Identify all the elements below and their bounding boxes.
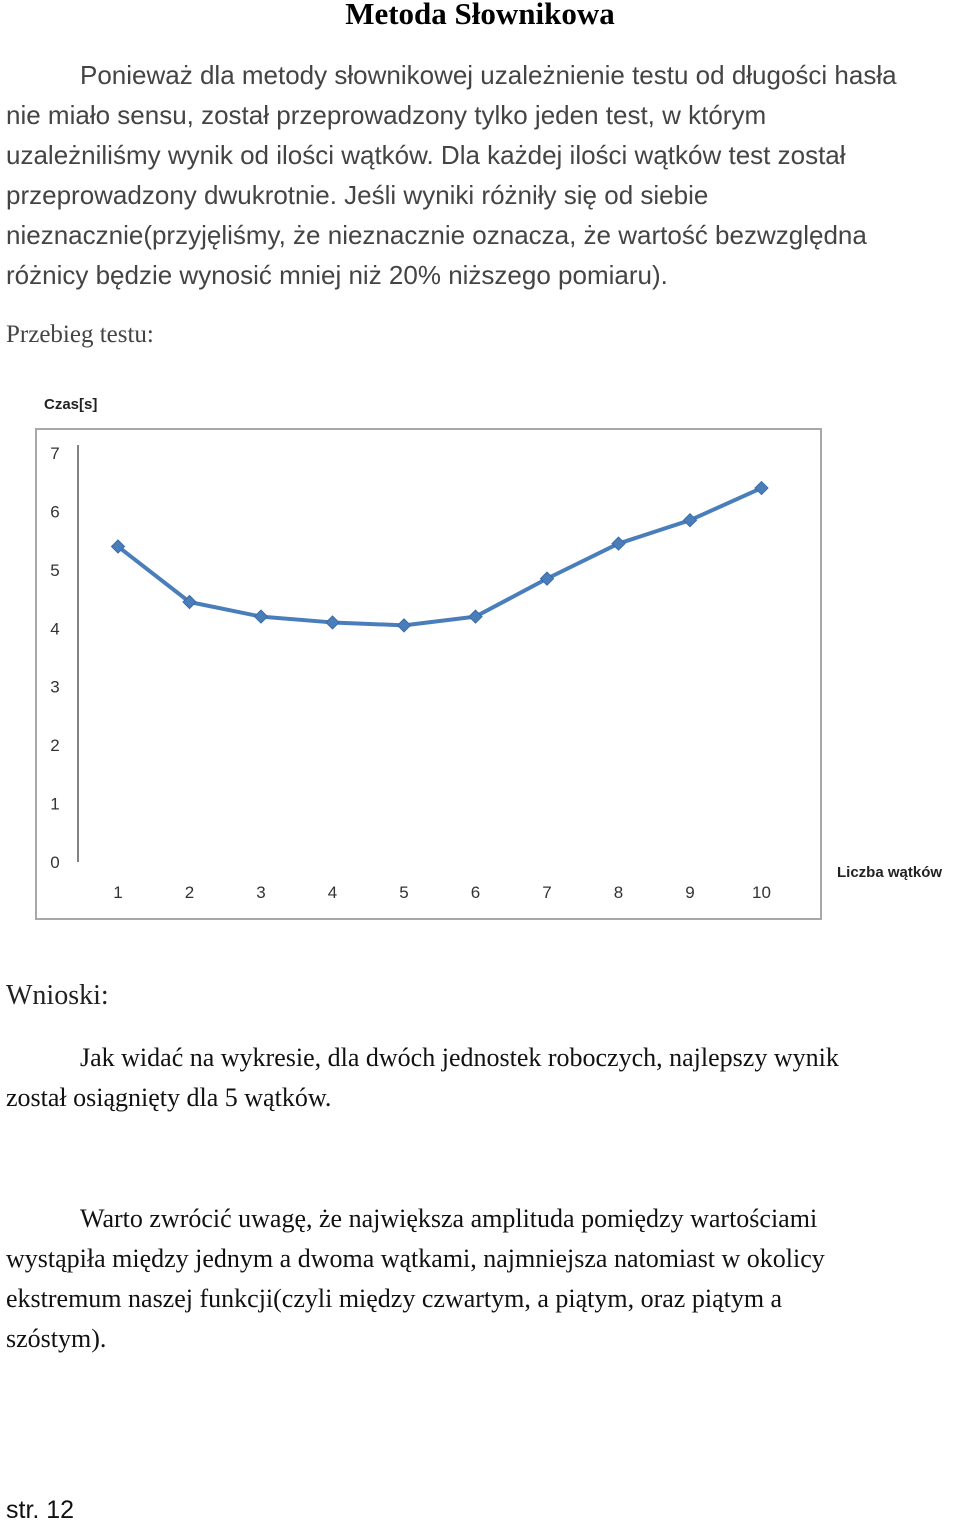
y-axis-label: Czas[s] [44,396,97,413]
page-title: Metoda Słownikowa [345,0,615,31]
x-tick-label: 2 [185,883,194,902]
x-tick-label: 6 [471,883,480,902]
data-point-marker [253,609,269,624]
data-point-marker [110,539,126,554]
section-heading-wnioski: Wnioski: [6,980,109,1011]
x-tick-label: 1 [113,883,122,902]
data-point-marker [682,512,698,528]
y-tick-label: 7 [50,444,59,463]
data-point-marker [325,615,340,630]
conclusion-line: szóstym). [6,1324,107,1353]
line-chart: Czas[s] 0 1 2 3 4 5 6 7 1 2 3 4 5 6 7 8 9 10 Liczba wątk… [35,396,942,920]
data-point-marker [396,618,412,633]
conclusion-line: wystąpiła między jednym a dwoma wątkami,… [6,1244,825,1273]
intro-paragraph: Ponieważ dla metody słownikowej uzależni… [6,55,951,295]
x-tick-label: 4 [328,883,337,902]
conclusion-line: Warto zwrócić uwagę, że największa ampli… [80,1204,818,1233]
conclusion-paragraph-1: Jak widać na wykresie, dla dwóch jednost… [6,1038,951,1118]
x-tick-label: 5 [399,883,408,902]
page-number: str. 12 [6,1496,75,1524]
y-tick-label: 6 [50,502,59,521]
section-heading-przebieg: Przebieg testu: [6,321,154,348]
x-tick-label: 8 [614,883,623,902]
intro-line: uzależniliśmy wynik od ilości wątków. Dl… [6,140,846,170]
conclusion-line: Jak widać na wykresie, dla dwóch jednost… [80,1043,839,1072]
intro-line: nieznacznie(przyjęliśmy, że nieznacznie … [6,220,867,250]
x-tick-label: 3 [256,883,265,902]
data-point-marker [611,536,626,551]
series-line [116,486,763,628]
x-tick-label: 9 [685,883,694,902]
x-tick-label: 10 [752,883,771,902]
data-point-marker [754,480,769,496]
y-tick-label: 0 [50,853,59,872]
x-axis-label: Liczba wątków [837,864,942,881]
intro-line: różnicy będzie wynosić mniej niż 20% niż… [6,260,668,290]
y-tick-label: 2 [50,736,59,755]
y-tick-label: 4 [50,619,59,638]
conclusion-paragraph-2: Warto zwrócić uwagę, że największa ampli… [6,1199,951,1359]
y-tick-label: 3 [50,678,59,697]
y-tick-labels: 0 1 2 3 4 5 6 7 [50,444,59,872]
y-tick-label: 1 [50,795,59,814]
conclusion-line: ekstremum naszej funkcji(czyli między cz… [6,1284,783,1313]
data-point-marker [468,609,483,624]
intro-line: Ponieważ dla metody słownikowej uzależni… [80,60,897,90]
data-point-marker [182,594,197,610]
intro-line: przeprowadzony dwukrotnie. Jeśli wyniki … [6,180,709,210]
series-markers [110,480,769,633]
x-tick-labels: 1 2 3 4 5 6 7 8 9 10 [113,883,771,902]
conclusion-line: został osiągnięty dla 5 wątków. [6,1083,332,1112]
y-tick-label: 5 [50,561,59,580]
data-point-marker [539,571,555,586]
chart-frame [35,428,822,920]
intro-line: nie miało sensu, został przeprowadzony t… [6,100,767,130]
x-tick-label: 7 [542,883,551,902]
